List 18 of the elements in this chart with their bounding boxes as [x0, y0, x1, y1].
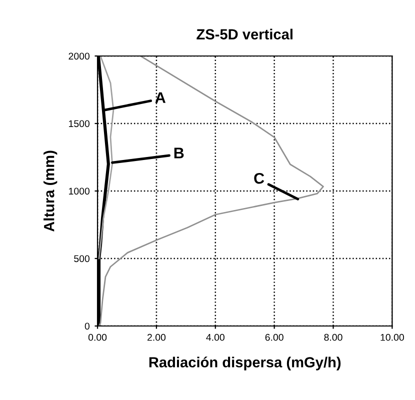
annotation: B — [174, 148, 184, 158]
annotation: A — [155, 92, 166, 103]
y-tick-label: 1500 — [69, 120, 90, 128]
y-tick-label: 2000 — [68, 52, 90, 60]
y-tick-label: 0 — [84, 322, 90, 330]
annotation: C — [254, 172, 264, 184]
y-axis-title: Altura (mm) — [44, 150, 58, 232]
line-series — [98, 56, 114, 260]
x-axis-title: Radiación dispersa (mGy/h) — [149, 356, 341, 370]
y-tick-label: 500 — [74, 255, 90, 262]
x-tick-label: 10.00 — [380, 334, 404, 341]
x-tick-label: 6.00 — [265, 334, 284, 341]
y-tick-label: 1000 — [69, 188, 90, 195]
x-tick-label: 4.00 — [206, 334, 224, 341]
x-tick-label: 0.00 — [88, 334, 107, 341]
x-tick-label: 8.00 — [324, 334, 342, 341]
x-tick-label: 2.00 — [147, 334, 166, 341]
chart-title: ZS-5D vertical — [196, 28, 292, 40]
